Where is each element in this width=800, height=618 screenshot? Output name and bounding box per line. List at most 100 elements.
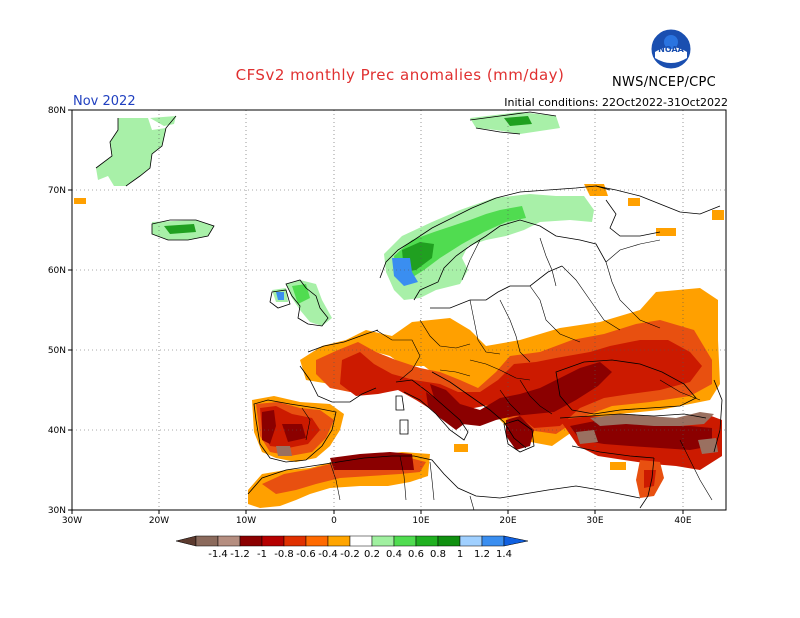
mid-islands <box>395 395 409 435</box>
colorbar-label: -1 <box>257 549 267 560</box>
colorbar-label: -1.4 <box>208 549 228 560</box>
dry-cyprus <box>610 462 626 470</box>
iceland-coast <box>151 219 215 241</box>
dry-turkey-extreme-3 <box>698 438 718 454</box>
dry-iberia-extreme <box>276 446 292 456</box>
map-frame <box>71 109 727 511</box>
colorbar-label: 1.4 <box>496 549 512 560</box>
colorbar-label: -0.4 <box>318 549 338 560</box>
logo-text: NOAA <box>658 45 684 54</box>
graticule <box>72 110 726 510</box>
dry-nafrica-strong <box>330 452 414 470</box>
colorbar-label: -0.2 <box>340 549 360 560</box>
colorbar-label: 0.2 <box>364 549 380 560</box>
colorbar-label: 0.6 <box>408 549 424 560</box>
dry-nrussia-3 <box>656 228 676 236</box>
colorbar-swatch <box>327 535 351 547</box>
colorbar-high-arrow <box>503 535 529 547</box>
colorbar-swatch <box>283 535 307 547</box>
lon-label: 30W <box>62 516 82 526</box>
wet-iceland-strong <box>164 224 196 234</box>
dry-balkans-strong <box>430 362 612 426</box>
lat-label: 60N <box>48 266 66 276</box>
sweden-finland <box>413 219 607 301</box>
colorbar-label: -1.2 <box>230 549 250 560</box>
dry-nrussia-4 <box>712 210 724 220</box>
initial-conditions: Initial conditions: 22Oct2022-31Oct2022 <box>504 96 728 109</box>
lon-label: 20E <box>499 516 516 526</box>
turkey-coast <box>559 413 707 459</box>
whitesea-coast <box>605 199 661 237</box>
lon-label: 10E <box>412 516 429 526</box>
colorbar-swatch <box>305 535 329 547</box>
dry-greece-strong <box>506 416 534 450</box>
adriatic-coast <box>431 371 527 449</box>
colorbar-swatch <box>371 535 395 547</box>
colorbar-swatch <box>217 535 241 547</box>
lon-label: 20W <box>149 516 169 526</box>
lat-label: 70N <box>48 186 66 196</box>
colorbar-label: -0.6 <box>296 549 316 560</box>
colorbar-label: 0.8 <box>430 549 446 560</box>
wet-uk-mod <box>292 284 310 304</box>
dry-iberia-strong <box>262 410 276 444</box>
dry-levant-strong <box>644 470 656 488</box>
dry-iberia-core <box>282 424 306 442</box>
lon-label: 30E <box>586 516 603 526</box>
longitude-labels: 30W 20W 10W 0 10E 20E 30E 40E <box>62 516 692 526</box>
dry-ne-light <box>404 330 450 350</box>
agency-label: NWS/NCEP/CPC <box>612 75 717 90</box>
colorbar-swatch <box>481 535 505 547</box>
wet-svalbard-strong <box>504 116 532 126</box>
greenland-coast <box>95 115 177 187</box>
greece-coast <box>503 419 535 453</box>
norway-coast <box>379 185 611 279</box>
nafrica-coast <box>247 455 641 499</box>
colorbar-swatch <box>437 535 461 547</box>
colorbar-swatch <box>459 535 483 547</box>
dry-turkey-extreme-2 <box>576 430 598 444</box>
colorbar-swatch <box>349 535 373 547</box>
colorbar-swatch <box>393 535 417 547</box>
lat-label: 50N <box>48 346 66 356</box>
latitude-labels: 80N 70N 60N 50N 40N 30N <box>48 106 66 516</box>
wet-norway-blue <box>392 258 418 286</box>
dry-turkey-strong <box>570 420 712 450</box>
colorbar-label: -0.8 <box>274 549 294 560</box>
caspian-coast <box>713 379 723 453</box>
italy-coast <box>395 379 469 441</box>
dry-greenland-edge <box>74 198 86 204</box>
lon-label: 0 <box>331 516 337 526</box>
colorbar-label: 0.4 <box>386 549 402 560</box>
forecast-month: Nov 2022 <box>73 94 136 109</box>
france-coast <box>299 329 379 403</box>
lat-label: 40N <box>48 426 66 436</box>
tick-marks <box>68 109 684 514</box>
noaa-logo-icon: NOAA <box>650 28 692 70</box>
blacksea-coast <box>555 359 697 415</box>
uk-coast <box>285 279 329 327</box>
lat-label: 80N <box>48 106 66 116</box>
colorbar-label: 1.2 <box>474 549 490 560</box>
lon-label: 10W <box>236 516 256 526</box>
baltic-coast <box>430 265 563 309</box>
dry-sicily <box>454 444 468 452</box>
svalbard-coast <box>469 111 557 135</box>
colorbar-swatch <box>239 535 263 547</box>
lat-label: 30N <box>48 506 66 516</box>
colorbar-swatch <box>415 535 439 547</box>
iberia-coast <box>253 399 337 463</box>
levant-coast <box>639 457 655 509</box>
colorbar: -1.4 -1.2 -1 -0.8 -0.6 -0.4 -0.2 0.2 0.4 0.6 0.8 1 1… <box>175 535 529 560</box>
colorbar-swatch <box>261 535 285 547</box>
colorbar-swatch <box>195 535 219 547</box>
country-borders <box>301 237 713 511</box>
wet-ireland-blue <box>276 292 284 300</box>
lon-label: 40E <box>674 516 691 526</box>
wet-scandinavia <box>384 194 594 300</box>
ireland-coast <box>269 289 291 309</box>
colorbar-low-arrow <box>175 535 197 547</box>
dry-nrussia-2 <box>628 198 640 206</box>
dry-italy-strong <box>426 392 464 430</box>
